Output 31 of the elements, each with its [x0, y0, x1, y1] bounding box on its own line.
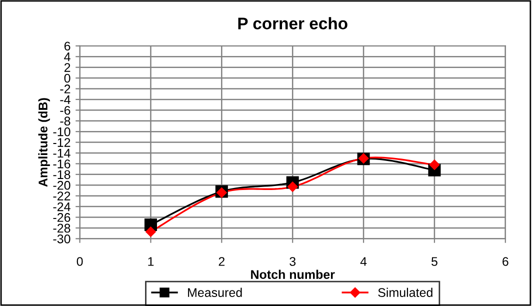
- y-tick-label: 2: [64, 63, 70, 72]
- x-tick-label: 5: [431, 257, 438, 266]
- y-tick-label: -26: [53, 213, 70, 222]
- y-tick-label: -30: [53, 234, 70, 244]
- y-tick-label: -10: [53, 127, 70, 136]
- y-tick-label: -6: [60, 106, 70, 115]
- legend-label: Measured: [188, 288, 242, 297]
- y-tick-label: -2: [60, 84, 70, 94]
- chart-title: P corner echo: [238, 17, 348, 30]
- y-tick-label: -24: [53, 202, 70, 212]
- legend-label: Simulated: [378, 288, 432, 297]
- y-tick-label: -16: [53, 160, 70, 168]
- y-axis-title: Amplitude (dB): [38, 98, 50, 187]
- x-tick-label: 1: [148, 257, 154, 266]
- y-tick-label: -28: [53, 224, 70, 233]
- x-axis-title: Notch number: [251, 270, 335, 279]
- x-tick-label: 4: [360, 257, 367, 266]
- y-tick-label: 6: [64, 42, 70, 51]
- x-tick-label: 6: [502, 257, 508, 266]
- y-tick-label: -8: [60, 116, 70, 126]
- y-tick-label: 0: [64, 74, 70, 83]
- y-tick-label: -20: [53, 180, 70, 190]
- y-tick-label: -22: [53, 192, 70, 200]
- y-tick-label: 4: [64, 52, 70, 62]
- y-tick-label: -18: [53, 170, 70, 180]
- x-tick-label: 3: [290, 257, 296, 266]
- y-tick-label: -14: [53, 148, 70, 158]
- y-tick-label: -12: [53, 138, 70, 147]
- y-tick-label: -4: [60, 95, 70, 104]
- x-tick-label: 0: [76, 257, 83, 266]
- x-tick-label: 2: [218, 257, 225, 266]
